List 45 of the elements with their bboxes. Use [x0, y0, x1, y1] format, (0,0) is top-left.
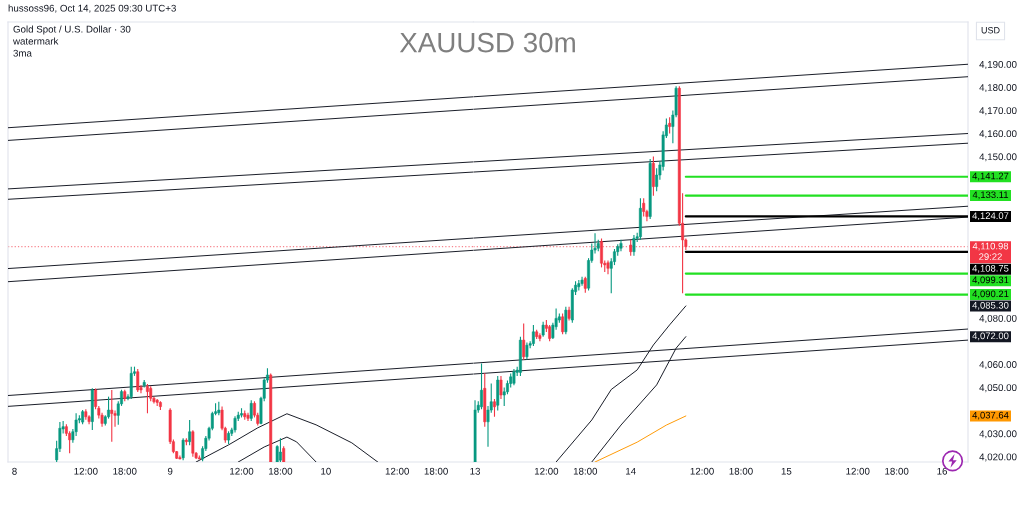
x-tick-label: 8: [12, 467, 17, 475]
data-label: 4,090.21: [972, 290, 1009, 299]
y-tick-label: 4,150.00: [979, 153, 1017, 162]
x-tick-label: 14: [626, 467, 636, 475]
x-tick-label: 18:00: [729, 467, 753, 475]
y-tick-label: 4,060.00: [979, 361, 1017, 370]
chart-subtitle: Gold Spot / U.S. Dollar · 30: [13, 25, 131, 35]
x-tick-label: 12:00: [385, 467, 409, 475]
chart-title: XAUUSD 30m: [399, 32, 575, 53]
data-label: 4,108.75: [972, 265, 1009, 273]
x-tick-label: 9: [167, 467, 173, 475]
x-tick-label: 15: [781, 467, 792, 475]
x-tick-label: 12:00: [230, 467, 254, 475]
data-label: 4,099.31: [972, 276, 1009, 285]
x-tick-label: 12:00: [74, 467, 98, 475]
x-tick-label: 16: [937, 467, 948, 475]
y-tick-label: 4,080.00: [979, 314, 1017, 323]
text: 4,072.00: [972, 332, 1009, 341]
annotation: 3ma: [13, 49, 32, 57]
x-tick-label: 12:00: [534, 467, 559, 475]
x-tick-label: 18:00: [573, 467, 598, 475]
x-tick-label: 18:00: [113, 467, 137, 475]
x-tick-label: 18:00: [885, 467, 909, 475]
y-tick-label: 4,190.00: [979, 60, 1017, 70]
text: 4,037.64: [972, 411, 1009, 420]
y-tick-label: 4,020.00: [979, 453, 1017, 462]
y-tick-label: 4,030.00: [979, 430, 1017, 439]
y-tick-label: 4,170.00: [979, 107, 1017, 116]
text: hussoss96, Oct 14, 2025 09:30 UTC+3: [8, 4, 176, 13]
y-tick-label: 4,180.00: [979, 84, 1017, 93]
ref-line-label: 4,110.98 29:22: [972, 242, 1009, 260]
y-axis-title: USD: [981, 27, 1000, 34]
data-label: 4,124.07: [972, 212, 1009, 221]
y-tick-label: 4,050.00: [979, 384, 1017, 393]
data-label: 4,141.27: [972, 172, 1009, 181]
x-tick-label: 18:00: [424, 467, 448, 475]
x-tick-label: 18:00: [269, 467, 293, 475]
x-tick-label: 12:00: [846, 467, 870, 475]
x-tick-label: 10: [321, 467, 331, 475]
text: 4,085.30: [972, 301, 1009, 310]
x-tick-label: 12:00: [690, 467, 714, 475]
x-tick-label: 13: [470, 467, 481, 475]
annotation: watermark: [12, 37, 59, 45]
data-label: 4,133.11: [972, 191, 1009, 200]
y-tick-label: 4,160.00: [979, 130, 1017, 139]
